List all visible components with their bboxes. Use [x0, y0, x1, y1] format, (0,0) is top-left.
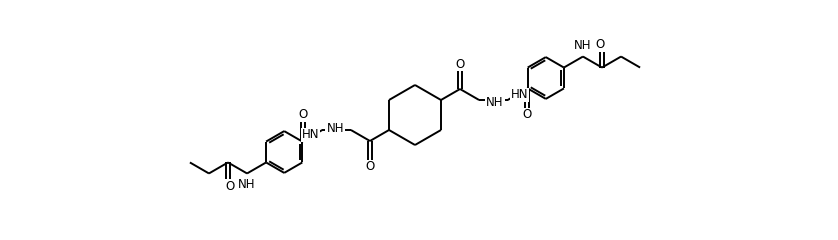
Text: O: O	[298, 108, 308, 121]
Text: O: O	[365, 161, 375, 174]
Text: O: O	[595, 38, 605, 51]
Text: HN: HN	[302, 128, 319, 142]
Text: HN: HN	[510, 89, 528, 102]
Text: O: O	[225, 180, 235, 193]
Text: NH: NH	[486, 96, 504, 108]
Text: NH: NH	[574, 39, 592, 52]
Text: O: O	[522, 108, 531, 121]
Text: NH: NH	[327, 121, 344, 134]
Text: NH: NH	[238, 179, 256, 192]
Text: O: O	[455, 58, 464, 71]
